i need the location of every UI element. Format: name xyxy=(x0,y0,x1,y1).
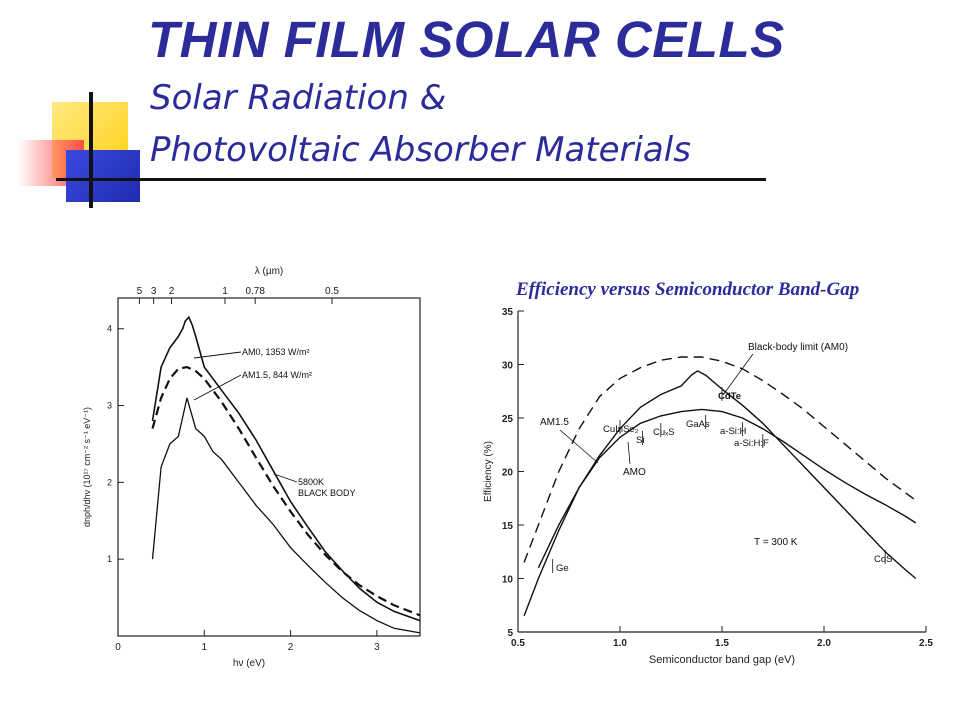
left-top-tick-label: 2 xyxy=(169,286,175,297)
right-x-tick-label: 0.5 xyxy=(511,638,525,649)
efficiency-chart-title: Efficiency versus Semiconductor Band-Gap xyxy=(516,279,860,300)
left-top-tick-label: 1 xyxy=(222,286,228,297)
right-material-marker-label: a-Si:H:F xyxy=(734,438,769,449)
left-x-tick-label: 1 xyxy=(202,642,208,653)
left-series-blackbody-curve xyxy=(151,365,421,617)
right-y-axis-label: Efficiency (%) xyxy=(483,441,494,502)
right-curve-label: AMO xyxy=(623,467,646,478)
right-x-tick-label: 2.5 xyxy=(919,638,933,649)
right-temperature-annotation: T = 300 K xyxy=(754,537,798,548)
right-y-tick-label: 35 xyxy=(502,307,514,318)
left-top-axis-label: λ (µm) xyxy=(255,266,284,277)
left-y-tick-label: 1 xyxy=(107,554,112,564)
right-material-marker-label: CuInSe₂ xyxy=(603,424,639,435)
left-y-tick-label: 3 xyxy=(107,401,112,411)
deco-blue-square xyxy=(66,150,140,202)
right-y-tick-label: 15 xyxy=(502,521,514,532)
slide-subtitle-line1: Solar Radiation & xyxy=(150,78,447,118)
slide-title: THIN FILM SOLAR CELLS xyxy=(148,11,785,68)
right-x-tick-label: 1.5 xyxy=(715,638,729,649)
deco-horizontal-line xyxy=(56,178,766,181)
right-curve-label: Black-body limit (AM0) xyxy=(748,342,848,353)
left-x-axis-label: hν (eV) xyxy=(233,658,265,669)
left-top-tick-label: 0.5 xyxy=(325,286,339,297)
left-annotation-label: AM0, 1353 W/m² xyxy=(242,347,310,357)
deco-vertical-line xyxy=(89,92,93,208)
right-curve-label: AM1.5 xyxy=(540,417,569,428)
right-series-amo-curve xyxy=(537,408,917,569)
left-y-tick-label: 2 xyxy=(107,477,112,487)
left-annotation-label: BLACK BODY xyxy=(298,488,356,498)
left-x-tick-label: 3 xyxy=(374,642,380,653)
right-x-tick-label: 1.0 xyxy=(613,638,627,649)
right-material-marker-label: GaAs xyxy=(686,419,710,430)
right-curve-label-leader xyxy=(722,353,754,396)
left-x-tick-label: 2 xyxy=(288,642,294,653)
left-chart-background xyxy=(114,298,424,638)
right-material-marker-label: CdS xyxy=(874,554,892,565)
right-material-marker-label: Si xyxy=(636,435,644,446)
left-x-tick-label: 0 xyxy=(115,642,121,653)
right-material-marker-label: CdTe xyxy=(718,391,741,402)
left-y-axis-label: dnph/dhν (10¹⁷ cm⁻² s⁻¹ eV⁻¹) xyxy=(82,407,92,527)
right-x-axis-label: Semiconductor band gap (eV) xyxy=(649,654,795,666)
right-material-marker-label: Ge xyxy=(556,563,569,574)
left-top-tick-label: 0.78 xyxy=(245,286,265,297)
right-y-tick-label: 10 xyxy=(502,575,514,586)
left-top-tick-label: 3 xyxy=(151,286,157,297)
left-annotation-label: AM1.5, 844 W/m² xyxy=(242,370,312,380)
left-series-am0-curve xyxy=(151,315,421,622)
left-series-am15-curve xyxy=(151,397,421,634)
left-annotation-leader xyxy=(193,351,242,359)
right-series-blackbody-limit-curve xyxy=(523,356,917,563)
efficiency-bandgap-chart: 0.5 1.0 1.5 2.0 2.5 5 10 15 20 25 30 35 Semiconduct… xyxy=(483,307,933,666)
right-y-tick-label: 25 xyxy=(502,414,514,425)
left-y-tick-label: 4 xyxy=(107,324,112,334)
left-plot-frame xyxy=(117,297,421,637)
right-curve-label-leader xyxy=(627,441,631,465)
left-top-tick-label: 5 xyxy=(137,286,143,297)
right-x-tick-label: 2.0 xyxy=(817,638,831,649)
right-y-tick-label: 30 xyxy=(502,361,514,372)
left-annotation-leader xyxy=(193,374,242,401)
right-curve-label-leader xyxy=(559,429,599,464)
right-material-marker-label: a-Si:H xyxy=(720,426,747,437)
slide-subtitle-line2: Photovoltaic Absorber Materials xyxy=(150,130,691,170)
left-annotation-leader xyxy=(273,473,298,483)
right-material-marker-label: CuₓS xyxy=(653,427,675,438)
right-y-tick-label: 20 xyxy=(502,468,514,479)
left-annotation-label: 5800K xyxy=(298,477,324,487)
right-y-tick-label: 5 xyxy=(507,628,513,639)
right-series-am15-curve xyxy=(523,370,917,617)
